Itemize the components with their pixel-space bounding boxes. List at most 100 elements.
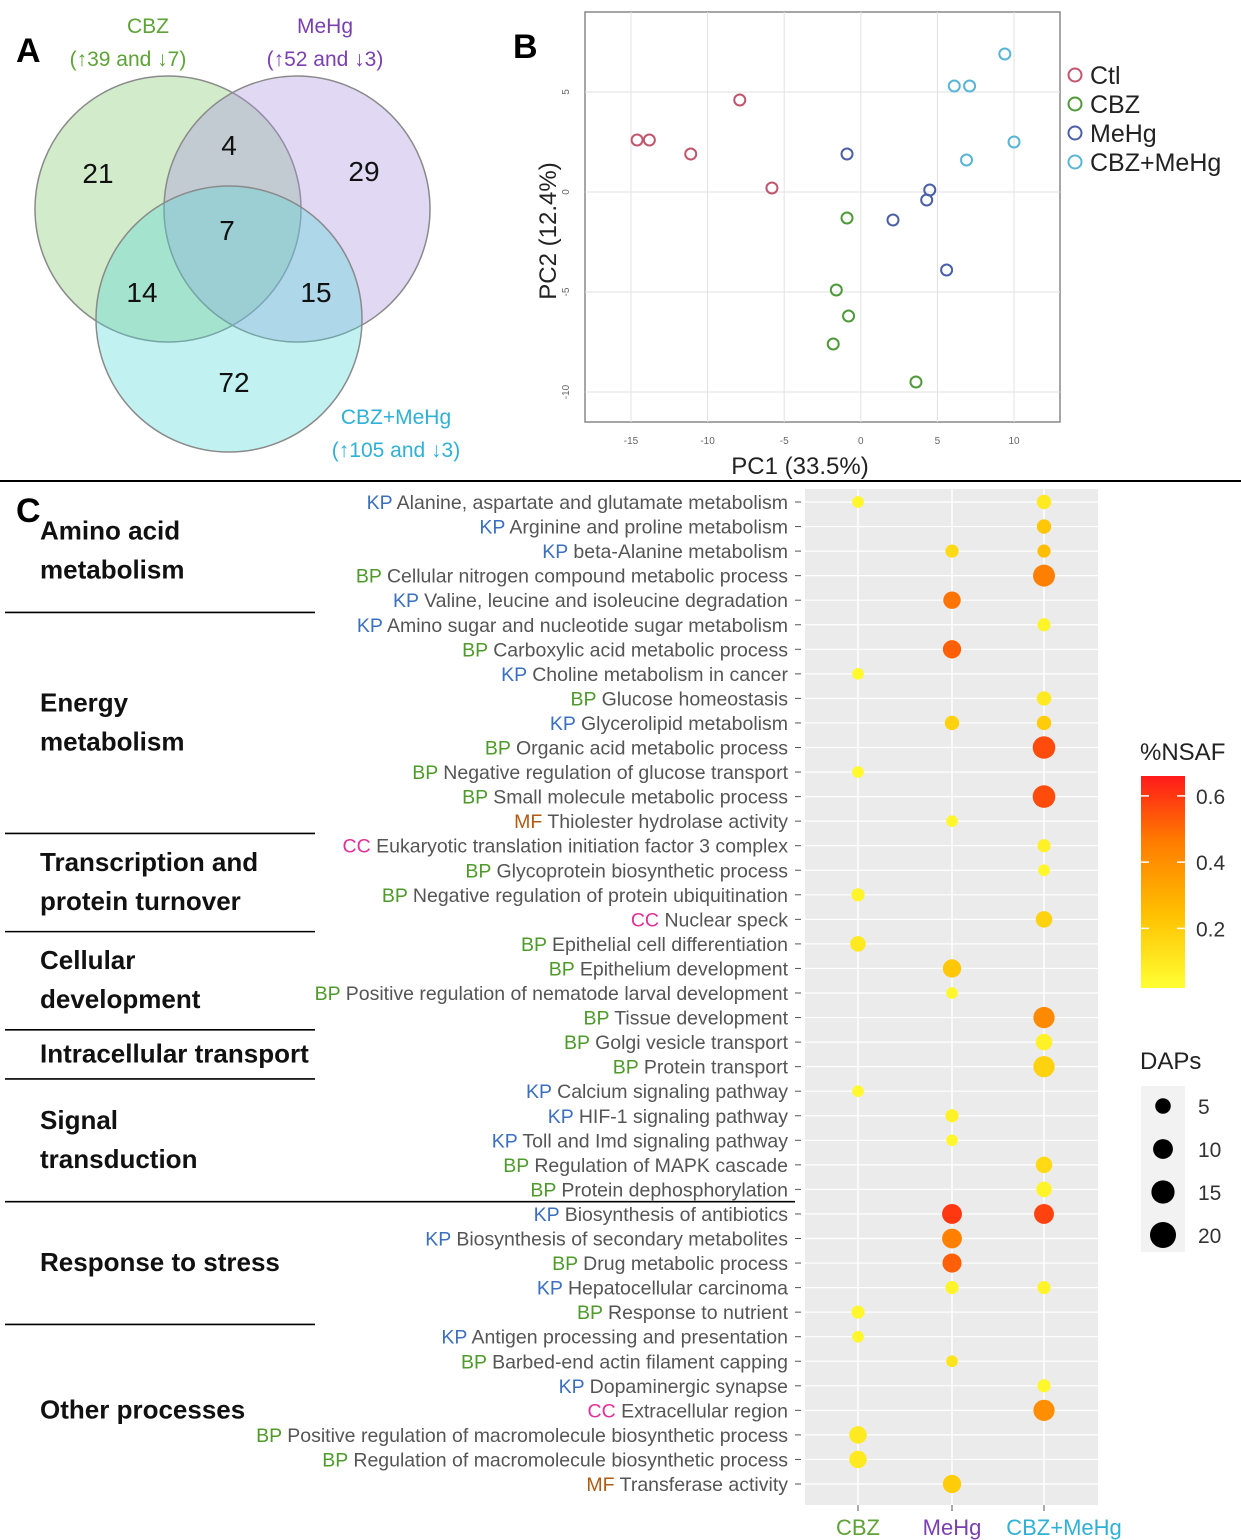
- term-label: KP Valine, leucine and isoleucine degrad…: [393, 590, 788, 612]
- term-label: BP Negative regulation of protein ubiqui…: [382, 885, 788, 907]
- bubble-point: [1035, 1156, 1053, 1174]
- term-name: Choline metabolism in cancer: [532, 664, 788, 686]
- bubble-point: [945, 1281, 959, 1295]
- group-title: transduction: [40, 1144, 197, 1174]
- bubble-point: [852, 1085, 864, 1098]
- panel-b-label: B: [513, 28, 538, 66]
- term-category-tag: BP: [571, 688, 602, 710]
- bubble-point: [1036, 691, 1052, 706]
- term-label: BP Carboxylic acid metabolic process: [462, 639, 788, 661]
- daps-legend-label: 10: [1198, 1139, 1221, 1162]
- term-category-tag: KP: [550, 713, 581, 735]
- nsaf-tick-label: 0.2: [1196, 918, 1225, 941]
- venn-circle-3: [95, 185, 363, 453]
- term-category-tag: BP: [485, 738, 516, 760]
- bubble-point: [942, 1204, 962, 1224]
- term-label: BP Epithelial cell differentiation: [521, 934, 788, 956]
- nsaf-tick-label: 0.6: [1196, 786, 1225, 809]
- bubble-point: [1037, 618, 1051, 632]
- term-name: Drug metabolic process: [583, 1253, 788, 1275]
- term-category-tag: BP: [356, 566, 387, 588]
- term-name: Negative regulation of glucose transport: [443, 762, 788, 784]
- pca-x-tick: 10: [1008, 436, 1020, 447]
- pca-y-axis-label: PC2 (12.4%): [535, 162, 562, 299]
- term-category-tag: KP: [537, 1278, 568, 1300]
- bubble-point: [1037, 839, 1051, 853]
- pca-legend-label: MeHg: [1090, 120, 1157, 148]
- pca-x-tick: -15: [624, 436, 639, 447]
- bubble-point: [1036, 1181, 1052, 1198]
- bubble-legend: %NSAF 0.6 0.4 0.2 DAPs 5 10 15 20: [1140, 739, 1226, 1252]
- term-label: BP Regulation of macromolecule biosynthe…: [322, 1449, 788, 1471]
- term-label: BP Glycoprotein biosynthetic process: [465, 860, 788, 882]
- term-category-tag: BP: [613, 1057, 644, 1079]
- nsaf-colorbar: [1141, 776, 1185, 988]
- bubble-point: [852, 668, 864, 680]
- term-name: Amino sugar and nucleotide sugar metabol…: [387, 615, 788, 637]
- bubble-point: [945, 1109, 959, 1123]
- pca-point: [765, 181, 779, 195]
- bubble-point: [852, 766, 864, 778]
- bubble-point: [1038, 864, 1050, 877]
- daps-legend-label: 20: [1198, 1225, 1221, 1248]
- term-label: BP Response to nutrient: [577, 1302, 789, 1324]
- group-title: development: [40, 984, 201, 1014]
- pca-point: [829, 283, 843, 297]
- term-category-tag: KP: [559, 1376, 590, 1398]
- group-title: metabolism: [40, 555, 185, 585]
- term-label: KP Choline metabolism in cancer: [501, 664, 788, 686]
- daps-legend-label: 15: [1198, 1182, 1221, 1205]
- term-category-tag: BP: [583, 1008, 614, 1030]
- term-name: Extracellular region: [621, 1400, 788, 1422]
- term-category-tag: BP: [465, 860, 496, 882]
- bubble-point: [1035, 1033, 1053, 1051]
- term-category-tag: BP: [462, 639, 493, 661]
- bubble-point: [1037, 1281, 1051, 1295]
- bubble-point: [943, 591, 961, 609]
- term-name: Eukaryotic translation initiation factor…: [376, 836, 788, 858]
- term-name: Positive regulation of macromolecule bio…: [287, 1425, 788, 1447]
- pca-legend-marker: [1067, 125, 1083, 141]
- bubble-point: [942, 1474, 962, 1494]
- term-category-tag: BP: [412, 762, 443, 784]
- daps-legend-title: DAPs: [1140, 1048, 1201, 1075]
- term-name: Carboxylic acid metabolic process: [493, 639, 788, 661]
- pca-point: [960, 153, 974, 167]
- term-label: BP Positive regulation of macromolecule …: [256, 1425, 788, 1447]
- term-label: BP Regulation of MAPK cascade: [503, 1155, 788, 1177]
- panel-a-label: A: [16, 32, 41, 70]
- bubble-chart: C KP Alanine, aspartate and glutamate me…: [5, 489, 1226, 1540]
- term-label: BP Positive regulation of nematode larva…: [315, 983, 789, 1005]
- bubble-point: [1033, 1399, 1055, 1421]
- term-label: CC Eukaryotic translation initiation fac…: [343, 836, 789, 858]
- term-label: KP HIF-1 signaling pathway: [548, 1106, 789, 1128]
- venn-set-summary: (↑39 and ↓7): [70, 48, 187, 71]
- term-name: HIF-1 signaling pathway: [579, 1106, 788, 1128]
- pca-plot-area: [584, 11, 1061, 423]
- venn-diagram: A CBZ (↑39 and ↓7) MeHg (↑52 and ↓3) CBZ+MeH…: [16, 15, 460, 462]
- group-title: protein turnover: [40, 886, 241, 916]
- bubble-point: [946, 1355, 958, 1368]
- bubble-point: [1036, 519, 1052, 534]
- pca-legend-marker: [1067, 96, 1083, 112]
- bubble-point: [946, 987, 958, 999]
- bubble-point: [942, 959, 962, 978]
- term-label: KP Glycerolipid metabolism: [550, 713, 788, 735]
- bubble-point: [851, 888, 865, 902]
- term-category-tag: BP: [521, 934, 552, 956]
- term-label: BP Cellular nitrogen compound metabolic …: [356, 566, 788, 588]
- pca-legend-marker: [1067, 154, 1083, 170]
- venn-set-name: MeHg: [297, 15, 353, 38]
- group-title: metabolism: [40, 726, 185, 756]
- term-name: Barbed-end actin filament capping: [492, 1351, 788, 1373]
- venn-region-count: 14: [126, 277, 157, 308]
- nsaf-legend-title: %NSAF: [1140, 739, 1225, 766]
- pca-point: [920, 193, 934, 207]
- bubble-point: [1033, 1006, 1055, 1029]
- venn-set-name: CBZ: [127, 15, 169, 38]
- bubble-point: [942, 1253, 962, 1273]
- bubble-column-label: MeHg: [923, 1515, 982, 1540]
- group-title: Transcription and: [40, 847, 258, 877]
- group-title: Amino acid: [40, 516, 180, 546]
- term-label: CC Extracellular region: [587, 1400, 788, 1422]
